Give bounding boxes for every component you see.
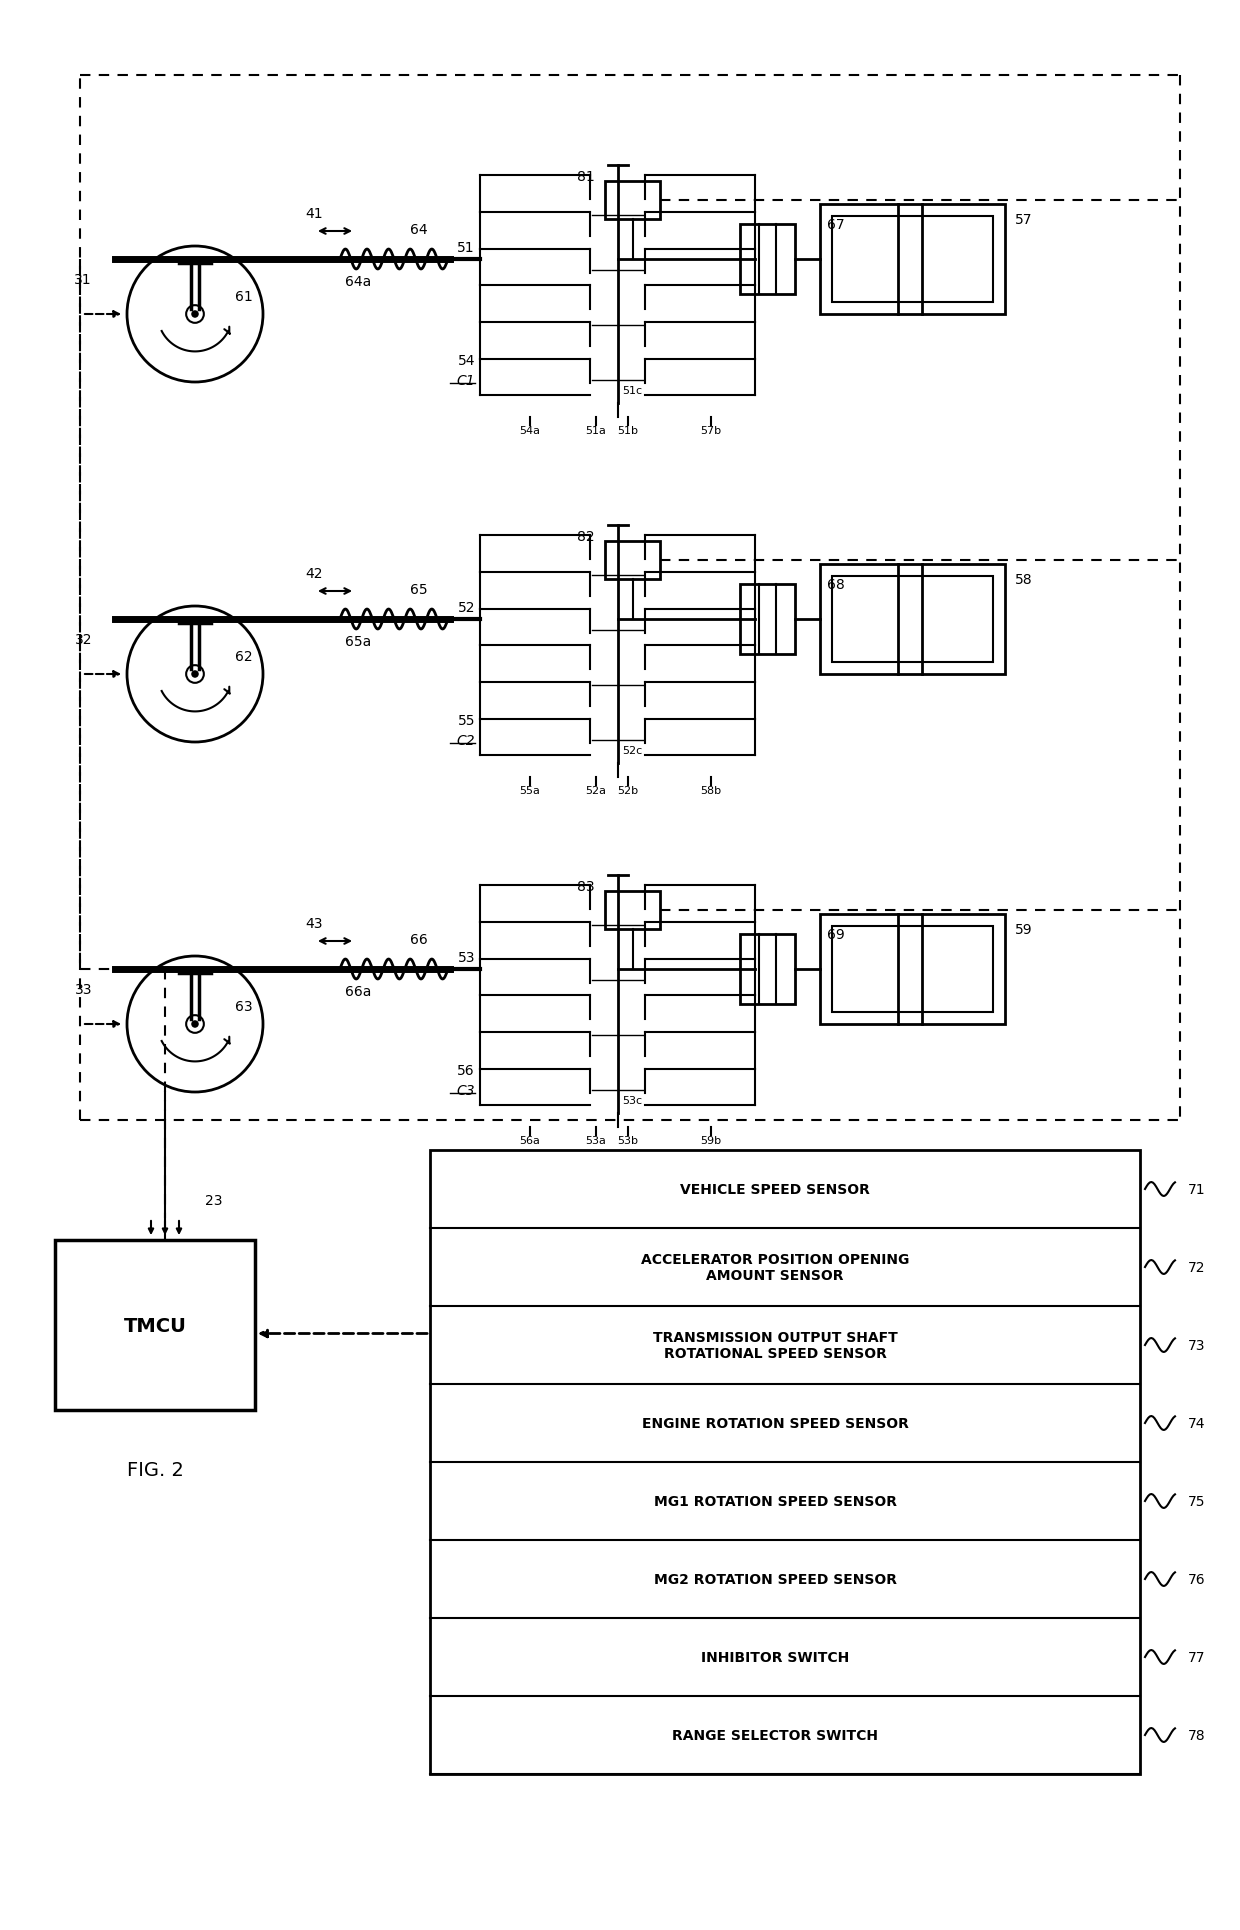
Text: 81: 81	[578, 170, 595, 183]
Text: 52b: 52b	[618, 786, 639, 795]
Text: 23: 23	[205, 1193, 222, 1208]
Bar	[605, 892, 660, 930]
Text: 69: 69	[827, 928, 844, 942]
Text: 31: 31	[74, 272, 92, 288]
Text: 55: 55	[458, 714, 475, 728]
Text: 56a: 56a	[520, 1137, 539, 1146]
Text: 53: 53	[458, 950, 475, 965]
Text: TMCU: TMCU	[124, 1316, 186, 1336]
Bar	[430, 1150, 1140, 1774]
Bar	[740, 226, 795, 295]
Text: MG2 ROTATION SPEED SENSOR: MG2 ROTATION SPEED SENSOR	[653, 1573, 897, 1586]
Text: 66a: 66a	[345, 984, 371, 998]
Text: 65: 65	[410, 583, 428, 596]
Circle shape	[192, 672, 198, 677]
Text: 53a: 53a	[585, 1137, 606, 1146]
Bar	[605, 181, 660, 220]
Text: FIG. 2: FIG. 2	[126, 1461, 184, 1480]
Text: ENGINE ROTATION SPEED SENSOR: ENGINE ROTATION SPEED SENSOR	[641, 1417, 909, 1430]
Text: C1: C1	[456, 374, 475, 388]
Text: 61: 61	[236, 290, 253, 303]
Text: 55a: 55a	[520, 786, 539, 795]
Text: 52: 52	[458, 600, 475, 614]
Text: 59b: 59b	[701, 1137, 722, 1146]
Text: 76: 76	[1188, 1573, 1205, 1586]
Text: 33: 33	[74, 982, 92, 996]
Circle shape	[192, 1021, 198, 1027]
Bar	[832, 577, 993, 662]
Text: 53c: 53c	[622, 1096, 642, 1106]
Text: 64: 64	[410, 222, 428, 237]
Text: 57: 57	[1016, 212, 1033, 228]
Text: 62: 62	[236, 650, 253, 664]
Text: 82: 82	[578, 529, 595, 544]
Text: 68: 68	[827, 577, 844, 593]
Circle shape	[192, 313, 198, 318]
Text: 57b: 57b	[701, 427, 722, 436]
Bar	[832, 216, 993, 303]
Text: 52c: 52c	[622, 747, 642, 757]
Text: 59: 59	[1016, 923, 1033, 936]
Bar	[605, 542, 660, 579]
Bar	[820, 565, 1004, 676]
Text: 78: 78	[1188, 1727, 1205, 1743]
Bar	[740, 585, 795, 654]
Text: 56: 56	[458, 1063, 475, 1077]
Text: 54a: 54a	[520, 427, 539, 436]
Text: 52a: 52a	[585, 786, 606, 795]
Text: 53b: 53b	[618, 1137, 639, 1146]
Text: 58b: 58b	[701, 786, 722, 795]
Bar	[820, 915, 1004, 1025]
Text: 67: 67	[827, 218, 844, 232]
Text: 54: 54	[458, 355, 475, 369]
Text: 64a: 64a	[345, 274, 371, 290]
Text: VEHICLE SPEED SENSOR: VEHICLE SPEED SENSOR	[680, 1183, 870, 1197]
Text: C2: C2	[456, 733, 475, 749]
Text: INHIBITOR SWITCH: INHIBITOR SWITCH	[701, 1650, 849, 1664]
Text: 51a: 51a	[585, 427, 606, 436]
Text: 75: 75	[1188, 1494, 1205, 1507]
Text: RANGE SELECTOR SWITCH: RANGE SELECTOR SWITCH	[672, 1727, 878, 1743]
Text: 83: 83	[578, 880, 595, 894]
Text: 66: 66	[410, 932, 428, 946]
Text: 73: 73	[1188, 1337, 1205, 1353]
Text: 74: 74	[1188, 1417, 1205, 1430]
Text: 65a: 65a	[345, 635, 371, 648]
Text: 51c: 51c	[622, 386, 642, 396]
Text: 42: 42	[305, 567, 322, 581]
Text: 43: 43	[305, 917, 322, 930]
Text: TRANSMISSION OUTPUT SHAFT
ROTATIONAL SPEED SENSOR: TRANSMISSION OUTPUT SHAFT ROTATIONAL SPE…	[652, 1330, 898, 1361]
Text: 51b: 51b	[618, 427, 639, 436]
Text: 41: 41	[305, 207, 322, 220]
Text: 77: 77	[1188, 1650, 1205, 1664]
Text: 58: 58	[1016, 573, 1033, 587]
Text: 71: 71	[1188, 1183, 1205, 1197]
Text: 32: 32	[74, 633, 92, 647]
Bar	[820, 205, 1004, 315]
Text: C3: C3	[456, 1085, 475, 1098]
Text: MG1 ROTATION SPEED SENSOR: MG1 ROTATION SPEED SENSOR	[653, 1494, 897, 1507]
Bar	[740, 934, 795, 1004]
Text: 51: 51	[458, 241, 475, 255]
Text: 72: 72	[1188, 1260, 1205, 1274]
Bar	[832, 926, 993, 1013]
Text: ACCELERATOR POSITION OPENING
AMOUNT SENSOR: ACCELERATOR POSITION OPENING AMOUNT SENS…	[641, 1253, 909, 1282]
Text: 63: 63	[236, 1000, 253, 1013]
Bar	[55, 1241, 255, 1411]
